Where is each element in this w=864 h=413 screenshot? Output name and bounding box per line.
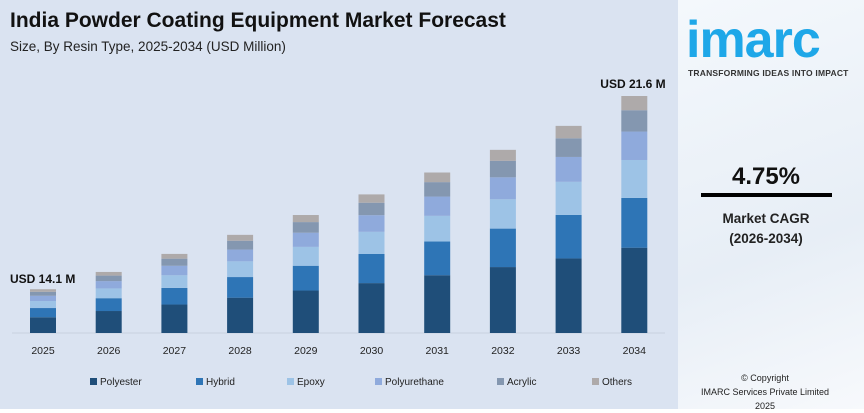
- bar-segment-others-2028: [227, 234, 254, 241]
- legend-swatch-others: [592, 378, 599, 385]
- bar-segment-others-2030: [358, 194, 385, 203]
- bar-segment-polyester-2028: [227, 297, 254, 333]
- stacked-bar-chart: 2025 USD 14.1 M 2026 2027 2028 2029 2030 2031 20…: [10, 77, 666, 388]
- x-tick-label: 2028: [228, 345, 252, 357]
- bar-segment-acrylic-2028: [227, 240, 254, 250]
- legend-swatch-epoxy: [287, 378, 294, 385]
- bar-segment-polyester-2030: [358, 283, 385, 333]
- bar-segment-polyurethane-2030: [358, 215, 385, 232]
- bar-segment-acrylic-2034: [621, 110, 648, 132]
- imarc-logo: imarc: [686, 11, 821, 69]
- bar-segment-epoxy-2028: [227, 261, 254, 278]
- chart-title: India Powder Coating Equipment Market Fo…: [10, 9, 506, 32]
- legend-label-acrylic: Acrylic: [507, 377, 536, 388]
- bar-segment-hybrid-2030: [358, 254, 385, 284]
- x-tick-label: 2025: [31, 345, 55, 357]
- bar-segment-others-2025: [30, 289, 56, 292]
- bar-segment-epoxy-2027: [161, 275, 188, 288]
- bar-segment-acrylic-2025: [30, 291, 56, 296]
- bar-segment-epoxy-2029: [292, 246, 319, 266]
- bar-segment-acrylic-2033: [555, 138, 582, 157]
- bar-segment-others-2027: [161, 253, 188, 259]
- bar-segment-polyester-2027: [161, 304, 188, 333]
- legend-label-hybrid: Hybrid: [206, 377, 235, 388]
- bar-segment-acrylic-2027: [161, 258, 188, 266]
- bar-segment-polyester-2025: [30, 317, 56, 333]
- cagr-label-text: Market CAGR: [722, 211, 810, 226]
- bar-segment-acrylic-2031: [424, 182, 451, 197]
- bar-segment-polyurethane-2026: [95, 281, 122, 289]
- bar-segment-hybrid-2034: [621, 197, 648, 248]
- divider: [701, 193, 832, 197]
- x-tick-label: 2029: [294, 345, 318, 357]
- bar-segment-hybrid-2028: [227, 277, 254, 298]
- bar-segment-epoxy-2032: [489, 199, 516, 229]
- legend-swatch-polyester: [90, 378, 97, 385]
- legend-swatch-acrylic: [497, 378, 504, 385]
- bar-segment-acrylic-2029: [292, 222, 319, 233]
- bar-segment-epoxy-2025: [30, 301, 56, 309]
- x-tick-label: 2027: [163, 345, 187, 357]
- chart-subtitle: Size, By Resin Type, 2025-2034 (USD Mill…: [10, 39, 286, 54]
- bar-segment-epoxy-2033: [555, 181, 582, 215]
- x-tick-label: 2031: [426, 345, 450, 357]
- bar-segment-polyurethane-2029: [292, 232, 319, 247]
- x-tick-label: 2026: [97, 345, 121, 357]
- legend-label-epoxy: Epoxy: [297, 377, 325, 388]
- bar-segment-polyester-2032: [489, 267, 516, 333]
- bar-segment-epoxy-2031: [424, 215, 451, 242]
- bar-segment-polyurethane-2033: [555, 156, 582, 182]
- bar-segment-acrylic-2026: [95, 275, 122, 282]
- bar-segment-polyurethane-2032: [489, 177, 516, 200]
- bar-segment-epoxy-2034: [621, 159, 648, 198]
- bar-segment-hybrid-2026: [95, 298, 122, 312]
- bar-segment-others-2033: [555, 125, 582, 139]
- bar-segment-hybrid-2033: [555, 214, 582, 259]
- x-tick-label: 2034: [623, 345, 647, 357]
- bar-segment-others-2026: [95, 271, 122, 276]
- legend-label-polyurethane: Polyurethane: [385, 377, 444, 388]
- copyright-owner: IMARC Services Private Limited 2025: [700, 387, 830, 411]
- x-tick-label: 2032: [491, 345, 515, 357]
- bar-segment-hybrid-2032: [489, 228, 516, 268]
- copyright-line: © Copyright: [741, 373, 789, 383]
- bar-segment-hybrid-2029: [292, 265, 319, 291]
- bar-segment-acrylic-2032: [489, 160, 516, 178]
- cagr-period: (2026-2034): [729, 231, 803, 246]
- bar-segment-others-2029: [292, 215, 319, 223]
- brand-tagline: TRANSFORMING IDEAS INTO IMPACT: [688, 68, 849, 78]
- bar-segment-polyester-2029: [292, 290, 319, 333]
- bar-segment-polyester-2033: [555, 258, 582, 333]
- bar-segment-polyurethane-2025: [30, 295, 56, 302]
- bar-segment-polyurethane-2034: [621, 131, 648, 160]
- bar-segment-polyurethane-2027: [161, 265, 188, 276]
- bar-segment-polyurethane-2028: [227, 249, 254, 262]
- bar-segment-others-2031: [424, 172, 451, 183]
- bar-segment-polyester-2031: [424, 275, 451, 333]
- x-tick-label: 2033: [557, 345, 581, 357]
- legend-swatch-polyurethane: [375, 378, 382, 385]
- bar-segment-others-2032: [489, 149, 516, 161]
- x-tick-label: 2030: [360, 345, 384, 357]
- bar-segment-hybrid-2027: [161, 287, 188, 305]
- bar-segment-others-2034: [621, 96, 648, 111]
- legend-label-others: Others: [602, 377, 632, 388]
- bar-segment-polyester-2026: [95, 311, 122, 333]
- cagr-value: 4.75%: [731, 163, 801, 190]
- bar-segment-epoxy-2026: [95, 288, 122, 299]
- legend-swatch-hybrid: [196, 378, 203, 385]
- copyright: © Copyright IMARC Services Private Limite…: [690, 371, 840, 413]
- bar-segment-polyester-2034: [621, 247, 648, 333]
- bar-segment-polyurethane-2031: [424, 196, 451, 216]
- data-label: USD 21.6 M: [600, 77, 665, 91]
- bar-segment-hybrid-2025: [30, 308, 56, 318]
- data-label: USD 14.1 M: [10, 272, 75, 286]
- legend-label-polyester: Polyester: [100, 377, 142, 388]
- bar-segment-hybrid-2031: [424, 241, 451, 276]
- info-panel: [678, 0, 864, 409]
- bar-segment-epoxy-2030: [358, 231, 385, 255]
- bar-segment-acrylic-2030: [358, 202, 385, 216]
- cagr-label: Market CAGR (2026-2034): [700, 209, 832, 249]
